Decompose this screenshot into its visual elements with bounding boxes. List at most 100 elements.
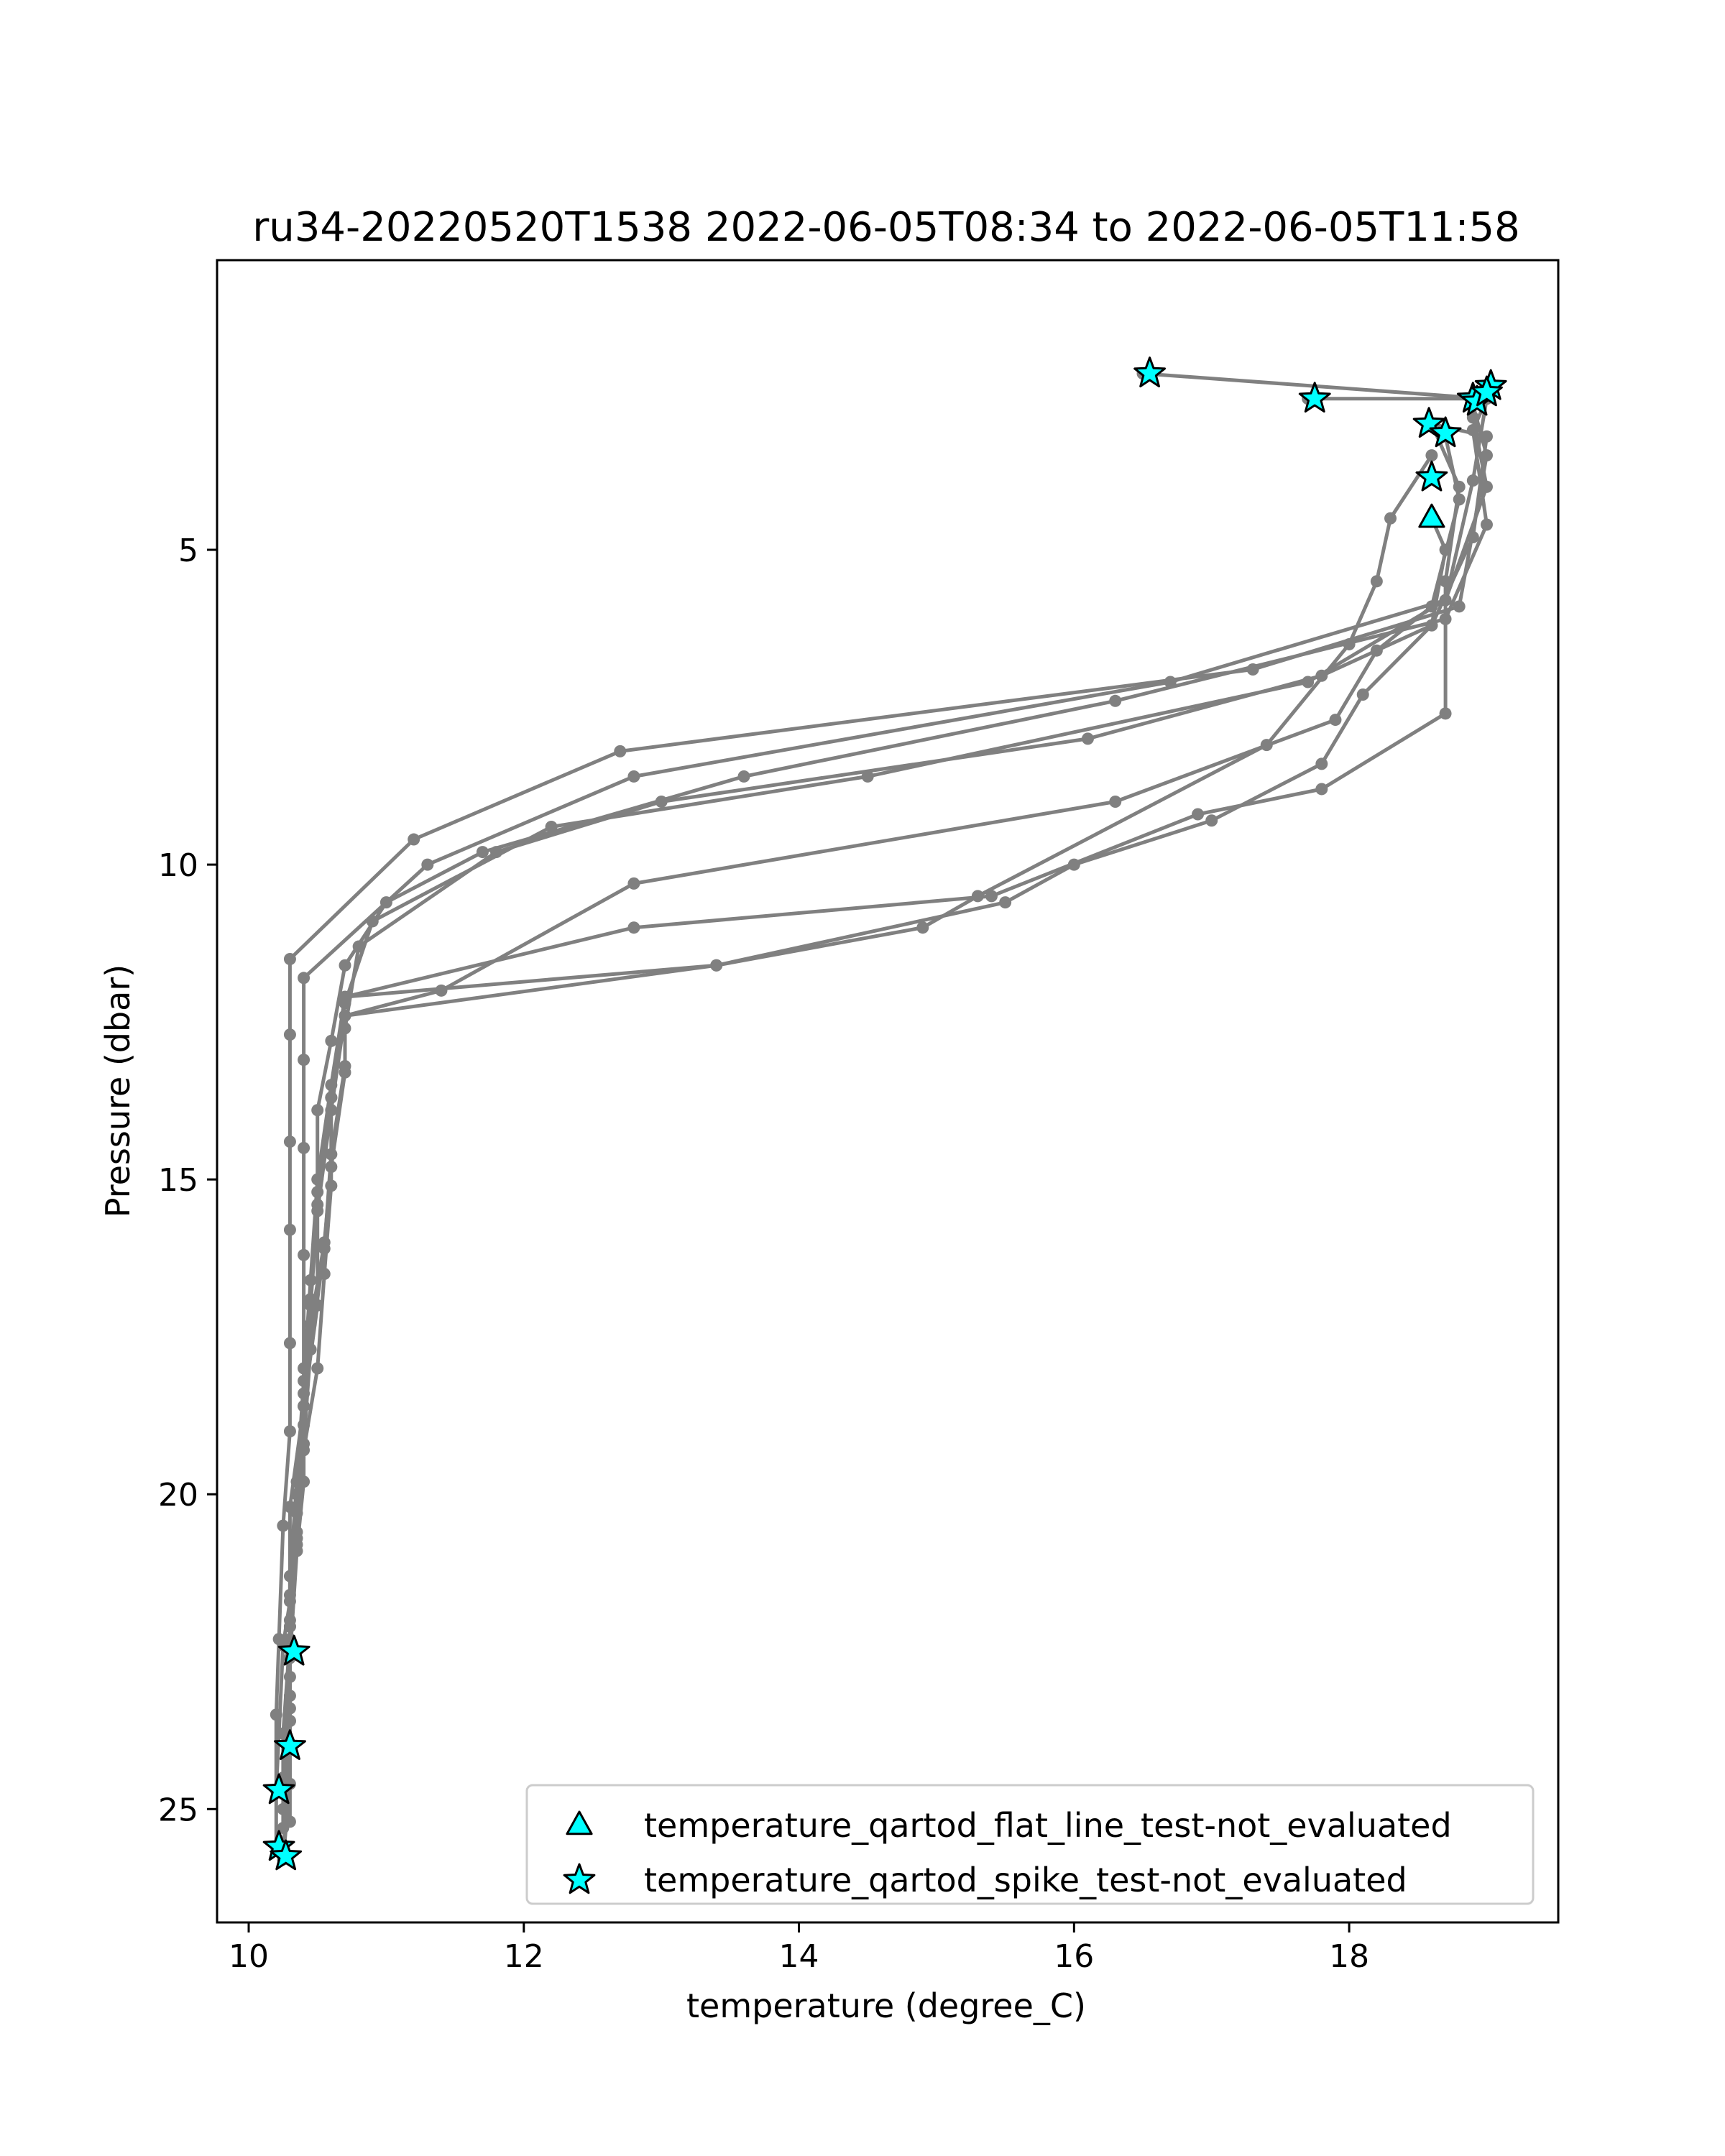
x-tick-label: 16 — [1054, 1938, 1094, 1975]
profile-point — [298, 1375, 310, 1388]
profile-point — [380, 896, 392, 909]
profile-point — [1480, 430, 1493, 443]
profile-point — [710, 959, 723, 972]
profile-point — [298, 1141, 310, 1154]
star-marker — [1133, 356, 1166, 387]
plot-area — [262, 356, 1507, 1871]
legend-box — [525, 1784, 1535, 1905]
profile-point — [1205, 814, 1218, 827]
profile-point — [1453, 480, 1466, 493]
profile-point — [304, 1273, 317, 1286]
profile-point — [1466, 531, 1479, 543]
y-axis-label: Pressure (dbar) — [98, 964, 137, 1217]
profile-point — [1480, 480, 1493, 493]
profile-point — [1329, 714, 1342, 727]
profile-point — [1356, 688, 1369, 701]
profile-point — [1370, 575, 1383, 588]
profile-point — [737, 770, 750, 783]
profile-point — [298, 1248, 310, 1261]
chart-title: ru34-20220520T1538 2022-06-05T08:34 to 2… — [252, 204, 1519, 251]
profile-lines — [270, 367, 1493, 1866]
profile-line-3 — [274, 372, 1489, 1791]
star-marker — [277, 1634, 310, 1666]
profile-point — [614, 745, 627, 757]
profile-point — [339, 1059, 351, 1072]
profile-point — [985, 890, 998, 903]
profile-point — [283, 953, 296, 966]
profile-point — [311, 1173, 324, 1186]
profile-point — [366, 915, 379, 928]
profile-point — [655, 795, 668, 808]
profile-point — [1343, 637, 1356, 650]
triangle-marker — [1418, 503, 1445, 528]
x-axis: 10 12 14 16 18 — [229, 1922, 1369, 1975]
star-marker — [1412, 407, 1445, 438]
profile-point — [311, 1104, 324, 1117]
profile-point — [545, 821, 558, 834]
x-tick-label: 14 — [779, 1938, 819, 1975]
profile-point — [1081, 732, 1094, 745]
flag-markers — [262, 356, 1507, 1871]
y-tick-label: 20 — [158, 1477, 198, 1514]
profile-point — [339, 990, 351, 1003]
profile-point — [283, 1570, 296, 1583]
star-marker — [270, 1839, 303, 1871]
profile-point — [1260, 739, 1273, 752]
profile-point — [318, 1243, 331, 1256]
profile-point — [627, 770, 640, 783]
profile-line-2 — [281, 417, 1489, 1853]
profile-line-4 — [281, 397, 1489, 1860]
profile-point — [283, 1425, 296, 1438]
legend-triangle-icon — [566, 1810, 593, 1835]
profile-point — [627, 877, 640, 890]
profile-point — [283, 1135, 296, 1148]
profile-point — [1109, 694, 1122, 707]
star-marker — [262, 1773, 295, 1805]
y-tick-label: 25 — [158, 1792, 198, 1828]
profile-point — [1466, 474, 1479, 487]
profile-line-9 — [281, 423, 1461, 1778]
profile-point — [490, 846, 503, 859]
legend: temperature_qartod_flat_line_test-not_ev… — [525, 1784, 1535, 1905]
profile-point — [421, 858, 434, 871]
profile-point — [1370, 644, 1383, 657]
y-tick-label: 15 — [158, 1162, 198, 1199]
profile-point — [916, 921, 929, 934]
profile-line-8 — [288, 517, 1448, 1696]
profile-point — [277, 1519, 290, 1532]
x-tick-label: 12 — [504, 1938, 544, 1975]
profile-point — [325, 1079, 338, 1092]
x-tick-label: 18 — [1329, 1938, 1369, 1975]
profile-point — [1439, 707, 1452, 720]
profile-point — [1192, 808, 1205, 821]
profile-point — [298, 972, 310, 985]
profile-point — [352, 940, 365, 953]
profile-line-1 — [274, 404, 1489, 1847]
star-marker — [274, 1729, 306, 1760]
profile-point — [1480, 518, 1493, 531]
profile-point — [290, 1475, 303, 1488]
profile-point — [325, 1148, 338, 1161]
profile-point — [1384, 512, 1397, 525]
profile-point — [325, 1034, 338, 1047]
profile-point — [1453, 600, 1466, 613]
profile-point — [283, 1028, 296, 1041]
profile-point — [408, 833, 420, 846]
star-marker — [1429, 416, 1462, 448]
profile-point — [283, 1670, 296, 1683]
x-axis-label: temperature (degree_C) — [686, 1986, 1086, 2025]
profile-line-5 — [281, 422, 1489, 1828]
profile-point — [283, 1223, 296, 1236]
profile-point — [283, 1815, 296, 1828]
profile-point — [1425, 619, 1438, 632]
profile-point — [1315, 783, 1328, 796]
profile-point — [627, 921, 640, 934]
star-marker — [1415, 460, 1448, 492]
profile-point — [1109, 795, 1122, 808]
star-marker — [1471, 375, 1503, 407]
plot-frame — [216, 259, 1560, 1924]
profile-point — [1425, 449, 1438, 462]
legend-star-icon — [563, 1863, 596, 1894]
profile-line-7 — [288, 454, 1433, 1822]
y-tick-label: 10 — [158, 847, 198, 884]
